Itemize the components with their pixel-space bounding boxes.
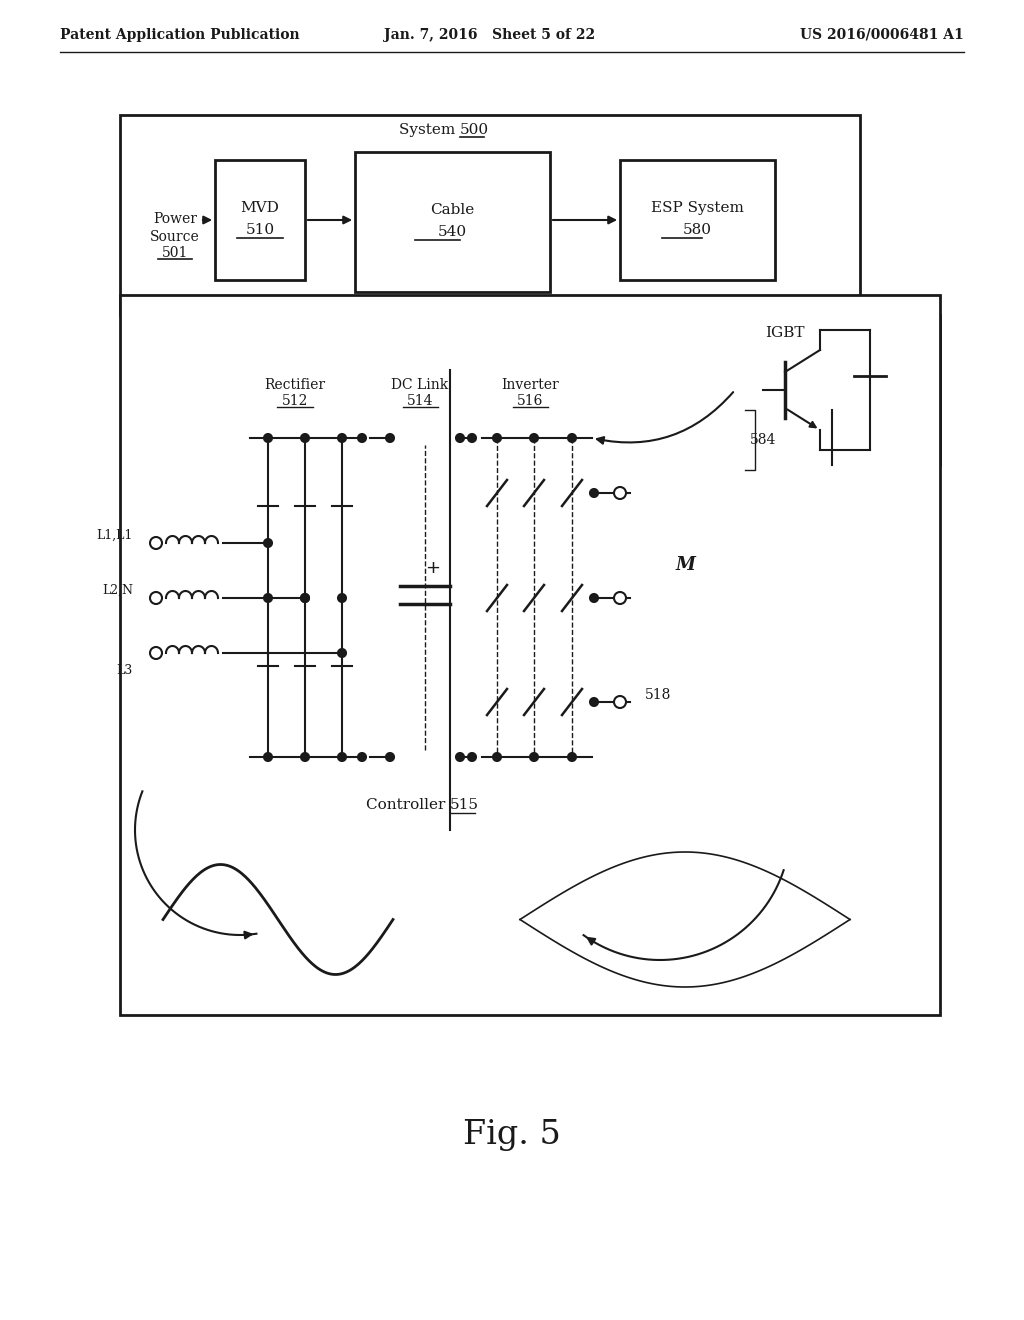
Circle shape <box>358 434 366 442</box>
Circle shape <box>568 434 575 442</box>
Bar <box>815 902 829 937</box>
Bar <box>138 370 758 800</box>
Text: System: System <box>399 123 460 137</box>
Circle shape <box>386 434 394 442</box>
Text: DC Link: DC Link <box>391 378 449 392</box>
Text: 512: 512 <box>282 393 308 408</box>
Circle shape <box>301 594 309 602</box>
Circle shape <box>264 752 272 762</box>
Circle shape <box>493 752 501 762</box>
Circle shape <box>614 487 626 499</box>
Text: 518: 518 <box>645 688 672 702</box>
Bar <box>120 115 860 315</box>
Bar <box>120 294 940 1015</box>
Bar <box>596 871 609 968</box>
Circle shape <box>568 752 575 762</box>
Bar <box>678 851 692 987</box>
Circle shape <box>468 434 476 442</box>
Circle shape <box>530 752 538 762</box>
Text: Patent Application Publication: Patent Application Publication <box>60 28 300 42</box>
Circle shape <box>301 594 309 602</box>
Text: Inverter: Inverter <box>501 378 559 392</box>
Text: Fig. 5: Fig. 5 <box>463 1119 561 1151</box>
Bar <box>623 861 637 978</box>
Bar <box>240 780 660 830</box>
Text: Cable: Cable <box>430 203 475 216</box>
Circle shape <box>358 752 366 762</box>
Circle shape <box>338 594 346 602</box>
Circle shape <box>150 537 162 549</box>
Bar <box>650 854 665 985</box>
Circle shape <box>264 594 272 602</box>
Text: +: + <box>426 558 440 577</box>
Bar <box>620 160 775 280</box>
Text: 510: 510 <box>246 223 274 238</box>
Text: M: M <box>675 556 695 574</box>
Text: 516: 516 <box>517 393 543 408</box>
Bar <box>541 902 554 937</box>
Bar <box>788 886 802 953</box>
Circle shape <box>456 752 464 762</box>
Bar <box>355 152 550 292</box>
Bar <box>390 420 460 775</box>
Circle shape <box>590 594 598 602</box>
Circle shape <box>264 434 272 442</box>
Text: MVD: MVD <box>241 201 280 215</box>
Text: Power
Source: Power Source <box>151 211 200 244</box>
Circle shape <box>468 752 476 762</box>
Text: L1,L1: L1,L1 <box>96 528 133 541</box>
Circle shape <box>301 752 309 762</box>
Text: 540: 540 <box>438 224 467 239</box>
Text: 500: 500 <box>460 123 489 137</box>
Circle shape <box>614 591 626 605</box>
Bar <box>568 886 582 953</box>
Text: ESP System: ESP System <box>651 201 744 215</box>
Circle shape <box>614 696 626 708</box>
Bar <box>215 160 305 280</box>
Bar <box>138 837 418 1002</box>
Circle shape <box>264 539 272 546</box>
Text: IGBT: IGBT <box>765 326 805 341</box>
Bar <box>472 420 602 775</box>
Text: 515: 515 <box>450 799 479 812</box>
Bar <box>725 315 940 465</box>
Text: L3: L3 <box>117 664 133 677</box>
Circle shape <box>301 434 309 442</box>
Bar <box>630 411 740 680</box>
Text: Jan. 7, 2016   Sheet 5 of 22: Jan. 7, 2016 Sheet 5 of 22 <box>384 28 596 42</box>
Circle shape <box>456 434 464 442</box>
Circle shape <box>338 434 346 442</box>
Circle shape <box>338 752 346 762</box>
Text: Rectifier: Rectifier <box>264 378 326 392</box>
Bar <box>240 420 370 775</box>
Bar <box>761 871 774 968</box>
Circle shape <box>386 752 394 762</box>
Bar <box>490 837 880 1002</box>
Circle shape <box>530 434 538 442</box>
Circle shape <box>493 434 501 442</box>
Text: Controller: Controller <box>366 799 450 812</box>
Circle shape <box>150 591 162 605</box>
Text: 501: 501 <box>162 246 188 260</box>
Bar <box>706 854 720 985</box>
Circle shape <box>338 649 346 657</box>
Text: US 2016/0006481 A1: US 2016/0006481 A1 <box>800 28 964 42</box>
Text: L2,N: L2,N <box>102 583 133 597</box>
Text: 514: 514 <box>407 393 433 408</box>
Text: 584: 584 <box>750 433 776 447</box>
Circle shape <box>590 698 598 706</box>
Circle shape <box>150 647 162 659</box>
Bar <box>733 861 746 978</box>
Text: 580: 580 <box>683 223 712 238</box>
Circle shape <box>590 488 598 498</box>
